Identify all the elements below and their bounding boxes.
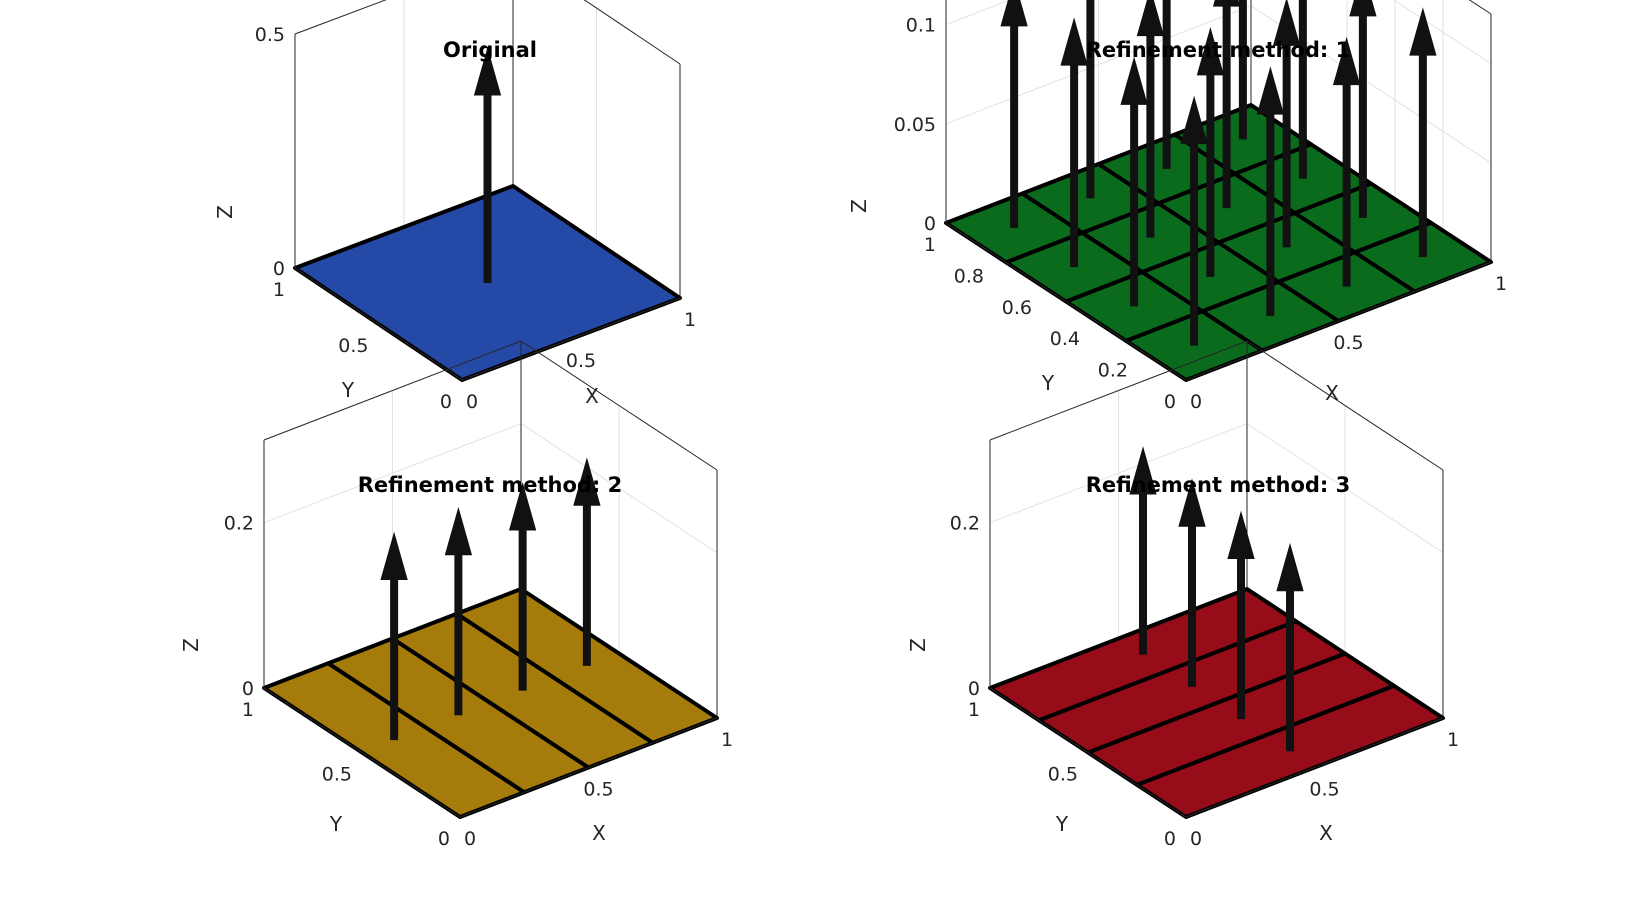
z-tick-label: 0.2: [950, 513, 980, 535]
y-tick-label: 0: [1164, 828, 1176, 850]
x-axis-line: [1185, 261, 1492, 381]
grid-line: [1392, 0, 1492, 65]
y-tick-label: 0.5: [1048, 764, 1078, 786]
y-tick-label: 0.4: [1050, 328, 1080, 350]
normal-arrow-head: [444, 506, 473, 556]
normal-arrow-head: [1180, 95, 1208, 145]
z-tick-label: 0.2: [224, 513, 254, 535]
y-axis-line: [263, 687, 461, 818]
grid-line: [1246, 423, 1444, 554]
normal-arrow-head: [1136, 0, 1165, 37]
z-tick-label: 0: [924, 213, 936, 235]
grid-line: [945, 0, 1011, 26]
z-tick-label: 0.5: [255, 24, 285, 46]
x-tick-label: 0.5: [1309, 779, 1339, 801]
x-tick-label: 0: [1190, 391, 1202, 413]
normal-arrow-head: [473, 47, 502, 96]
y-axis-line: [945, 222, 1187, 381]
x-tick-label: 0.5: [1333, 332, 1363, 354]
z-tick-label: 0: [968, 678, 980, 700]
normal-arrow-head: [1060, 17, 1088, 66]
y-tick-label: 1: [968, 699, 980, 721]
normal-arrow-head: [1332, 36, 1361, 86]
y-tick-label: 1: [242, 699, 254, 721]
y-tick-label: 0.2: [1098, 360, 1128, 382]
x-axis-label: X: [1319, 821, 1333, 845]
y-tick-label: 0.6: [1002, 297, 1032, 319]
normal-arrow-head: [1227, 510, 1255, 559]
x-tick-label: 0.5: [566, 350, 596, 372]
y-tick-label: 1: [273, 279, 285, 301]
chart-panel-2: 00.5100.20.40.60.8100.050.1XYZRefinement…: [847, 0, 1507, 413]
x-tick-label: 1: [1447, 729, 1459, 751]
axis-box-edge: [263, 340, 522, 441]
axis-box-edge: [989, 340, 1248, 441]
y-tick-label: 0.5: [338, 335, 368, 357]
y-axis-line: [989, 687, 1187, 818]
y-tick-label: 1: [924, 234, 936, 256]
normal-arrow-head: [1120, 56, 1148, 105]
z-tick-label: 0: [273, 258, 285, 280]
z-axis-label: Z: [179, 638, 203, 652]
z-axis-label: Z: [906, 638, 930, 652]
x-tick-label: 0.5: [583, 779, 613, 801]
grid-line: [989, 423, 1248, 524]
normal-arrow-head: [1212, 0, 1241, 7]
x-tick-label: 0: [1190, 828, 1202, 850]
x-tick-label: 1: [1495, 273, 1507, 295]
y-tick-label: 0.8: [954, 265, 984, 287]
y-tick-label: 0: [438, 828, 450, 850]
grid-line: [263, 423, 522, 524]
x-tick-label: 0: [466, 391, 478, 413]
y-tick-label: 0: [1164, 391, 1176, 413]
axis-box-edge: [520, 340, 718, 471]
chart-title: Refinement method: 3: [1086, 473, 1351, 497]
chart-title: Original: [443, 38, 537, 62]
axis-box-edge: [1246, 340, 1444, 471]
x-axis-line: [459, 717, 718, 818]
normal-arrow-head: [1196, 27, 1225, 76]
z-tick-label: 0.1: [906, 15, 936, 37]
axis-box-edge: [583, 0, 681, 65]
z-axis-label: Z: [213, 205, 237, 219]
normal-arrow-head: [1000, 0, 1028, 27]
normal-arrow-head: [508, 482, 537, 531]
x-axis-line: [461, 297, 681, 381]
z-tick-label: 0: [242, 678, 254, 700]
normal-arrow-head: [380, 531, 408, 580]
normal-arrow-head: [1178, 478, 1206, 527]
x-tick-label: 1: [684, 309, 696, 331]
x-tick-label: 1: [721, 729, 733, 751]
y-axis-label: Y: [341, 378, 355, 402]
grid-line: [520, 423, 718, 554]
z-tick-label: 0.05: [894, 114, 936, 136]
normal-arrow-head: [1129, 446, 1157, 495]
normal-arrow-head: [573, 457, 601, 506]
normal-arrow-head: [1276, 542, 1304, 592]
y-tick-label: 0: [440, 391, 452, 413]
y-axis-line: [294, 267, 463, 381]
chart-title: Refinement method: 1: [1086, 38, 1351, 62]
normal-arrow-head: [1272, 0, 1301, 46]
chart-title: Refinement method: 2: [358, 473, 623, 497]
y-axis-label: Y: [1055, 812, 1069, 836]
x-axis-line: [1185, 717, 1444, 818]
axis-box-edge: [294, 0, 387, 35]
y-tick-label: 0.5: [322, 764, 352, 786]
x-axis-label: X: [1325, 381, 1339, 405]
normal-arrow-head: [1349, 0, 1377, 17]
y-axis-label: Y: [329, 812, 343, 836]
grid-line: [945, 5, 1252, 125]
y-axis-label: Y: [1041, 371, 1055, 395]
normal-arrow-head: [1256, 66, 1285, 115]
normal-arrow-head: [1409, 7, 1437, 56]
x-axis-label: X: [592, 821, 606, 845]
x-tick-label: 0: [464, 828, 476, 850]
z-axis-label: Z: [847, 199, 871, 213]
